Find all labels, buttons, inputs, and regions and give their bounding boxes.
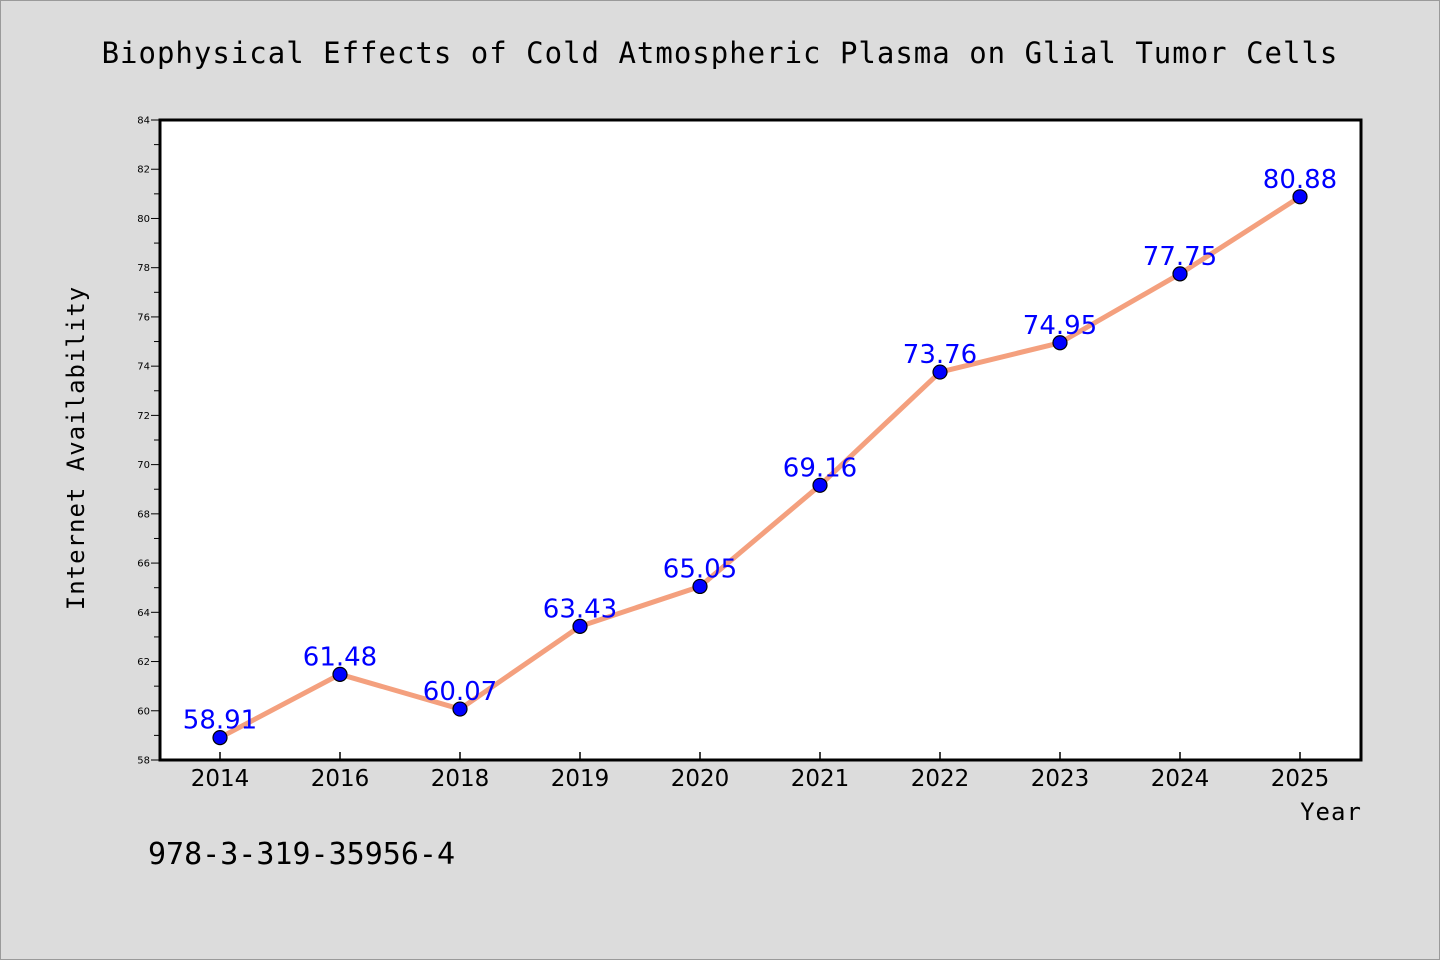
data-point [1052, 335, 1068, 351]
data-point [212, 729, 228, 746]
plot-area [160, 120, 1361, 760]
data-label: 73.76 [903, 340, 977, 370]
y-tick-label: 74 [137, 362, 150, 373]
chart-title: Biophysical Effects of Cold Atmospheric … [102, 36, 1339, 70]
data-point [932, 364, 948, 380]
y-tick-label: 82 [137, 165, 150, 176]
data-label: 80.88 [1263, 165, 1337, 195]
plot-border [158, 118, 1363, 762]
data-point [812, 477, 828, 493]
series-line-group [212, 189, 1308, 746]
data-label: 77.75 [1143, 242, 1217, 272]
x-tick-label: 2024 [1151, 766, 1210, 792]
data-point [1292, 189, 1308, 205]
x-tick-label: 2025 [1271, 766, 1330, 792]
y-tick-label: 76 [137, 312, 150, 323]
y-tick-label: 78 [137, 263, 150, 274]
data-point [332, 666, 348, 682]
y-tick-label: 66 [137, 559, 150, 570]
x-tick-label: 2020 [671, 766, 730, 792]
y-tick-label: 60 [137, 706, 150, 717]
x-tick-label: 2022 [911, 766, 970, 792]
y-tick-label: 64 [137, 608, 150, 619]
data-labels-group: 58.91 61.48 60.07 63.43 65.05 69.16 73.76 74.95… [183, 165, 1337, 736]
footnote-isbn: 978-3-319-35956-4 [148, 837, 455, 872]
data-point [452, 701, 468, 717]
x-tick-label: 2021 [791, 766, 850, 792]
data-point [1172, 266, 1188, 282]
data-label: 63.43 [543, 594, 617, 624]
y-axis-title: Internet Availability [62, 286, 90, 610]
series-line [217, 194, 1303, 741]
y-tick-label: 72 [137, 411, 150, 422]
y-tick-label: 80 [137, 214, 150, 225]
y-tick-label: 84 [137, 116, 150, 127]
y-tick-label: 70 [137, 460, 150, 471]
x-axis-title: Year [1300, 798, 1362, 826]
x-tick-label: 2016 [311, 766, 370, 792]
x-tick-label: 2018 [431, 766, 490, 792]
data-label: 69.16 [783, 453, 857, 483]
y-tick-label: 68 [137, 509, 150, 520]
y-tick-label: 58 [137, 756, 150, 767]
data-label: 61.48 [303, 642, 377, 672]
data-label: 58.91 [183, 706, 257, 736]
x-tick-label: 2014 [191, 766, 250, 792]
x-axis-ticks: 2014 2016 2018 2019 2020 2021 2022 2023 2024 2025 [191, 752, 1330, 792]
y-tick-label: 62 [137, 657, 150, 668]
data-label: 60.07 [423, 677, 497, 707]
data-label: 74.95 [1023, 311, 1097, 341]
x-tick-label: 2019 [551, 766, 610, 792]
x-tick-label: 2023 [1031, 766, 1090, 792]
data-label: 65.05 [663, 554, 737, 584]
y-axis-ticks: 58 60 62 64 66 68 70 72 74 76 78 80 82 84 [137, 116, 160, 767]
data-point [572, 618, 588, 634]
data-point [692, 578, 708, 595]
